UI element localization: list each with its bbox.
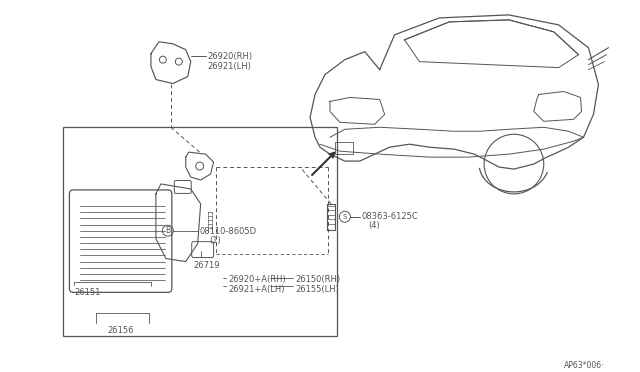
Text: 26150(RH): 26150(RH) — [295, 275, 340, 285]
Text: 26156: 26156 — [108, 326, 134, 335]
Bar — [335, 142, 353, 154]
Text: (4): (4) — [369, 221, 380, 230]
Text: 08110-8605D: 08110-8605D — [200, 227, 257, 236]
Text: 26151: 26151 — [74, 288, 100, 297]
Text: 08363-6125C: 08363-6125C — [362, 212, 419, 221]
Bar — [63, 127, 337, 336]
Text: 26920+A(RH): 26920+A(RH) — [228, 275, 286, 285]
Text: 26920(RH): 26920(RH) — [207, 52, 253, 61]
Text: 26719: 26719 — [194, 260, 220, 270]
Text: 26155(LH): 26155(LH) — [295, 285, 339, 294]
Text: B: B — [165, 226, 170, 235]
Text: AP63*006·: AP63*006· — [564, 361, 604, 370]
Text: (1): (1) — [210, 236, 221, 245]
Text: S: S — [342, 214, 347, 220]
Text: 26921+A(LH): 26921+A(LH) — [228, 285, 285, 294]
Text: 26921(LH): 26921(LH) — [207, 62, 252, 71]
